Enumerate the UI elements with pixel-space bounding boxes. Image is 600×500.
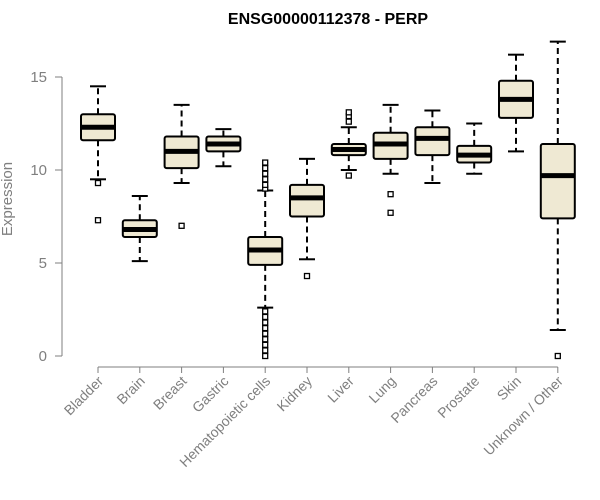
outlier-point: [345, 109, 352, 116]
outlier-point: [262, 336, 269, 343]
y-tick-label: 5: [39, 255, 47, 272]
iqr-box: [414, 126, 451, 157]
box-brain: [121, 195, 158, 263]
x-tick-label: Kidney: [274, 373, 316, 415]
boxes-group: [80, 40, 576, 360]
box-gastric: [205, 128, 242, 168]
outlier-point: [262, 330, 269, 337]
outlier-point: [387, 209, 394, 216]
box-breast: [163, 103, 200, 229]
outlier-point: [262, 347, 269, 354]
outlier-point: [387, 191, 394, 198]
y-axis-label: Expression: [0, 162, 16, 236]
iqr-box: [539, 142, 576, 220]
box-hematopoietic-cells: [247, 159, 284, 360]
chart-title: ENSG00000112378 - PERP: [228, 11, 428, 28]
x-tick-label: Breast: [150, 373, 190, 413]
outlier-point: [262, 164, 269, 172]
box-liver: [330, 109, 367, 179]
x-tick-label: Prostate: [434, 373, 482, 421]
outlier-point: [262, 170, 269, 177]
box-prostate: [456, 122, 493, 175]
x-tick-label: Bladder: [61, 373, 107, 419]
box-unknown-other: [539, 40, 576, 360]
outlier-point: [262, 341, 269, 348]
x-tick-label: Unknown / Other: [480, 373, 566, 459]
outlier-point: [262, 313, 269, 321]
outlier-point: [262, 181, 269, 189]
outlier-point: [262, 324, 269, 332]
outlier-point: [303, 272, 311, 280]
outlier-point: [94, 217, 102, 224]
outlier-point: [262, 308, 269, 315]
y-tick-label: 0: [39, 348, 47, 365]
y-tick-label: 10: [30, 162, 47, 179]
outlier-point: [345, 172, 352, 179]
x-tick-label: Skin: [494, 373, 525, 404]
outlier-point: [262, 176, 269, 183]
y-tick-label: 15: [30, 69, 47, 86]
outlier-point: [262, 159, 269, 166]
outlier-point: [262, 319, 269, 326]
box-lung: [372, 103, 409, 216]
x-tick-label: Liver: [324, 373, 357, 406]
box-bladder: [80, 85, 116, 224]
outlier-point: [94, 179, 102, 187]
y-axis: 0 5 10 15: [30, 69, 63, 365]
outlier-point: [345, 118, 352, 125]
box-skin: [498, 53, 534, 153]
x-tick-label: Brain: [113, 373, 147, 407]
box-pancreas: [414, 109, 451, 185]
box-kidney: [289, 157, 325, 280]
outlier-point: [262, 352, 269, 360]
iqr-box: [289, 183, 325, 218]
outlier-point: [554, 352, 561, 360]
outlier-point: [178, 222, 185, 229]
x-tick-label: Lung: [365, 373, 398, 406]
